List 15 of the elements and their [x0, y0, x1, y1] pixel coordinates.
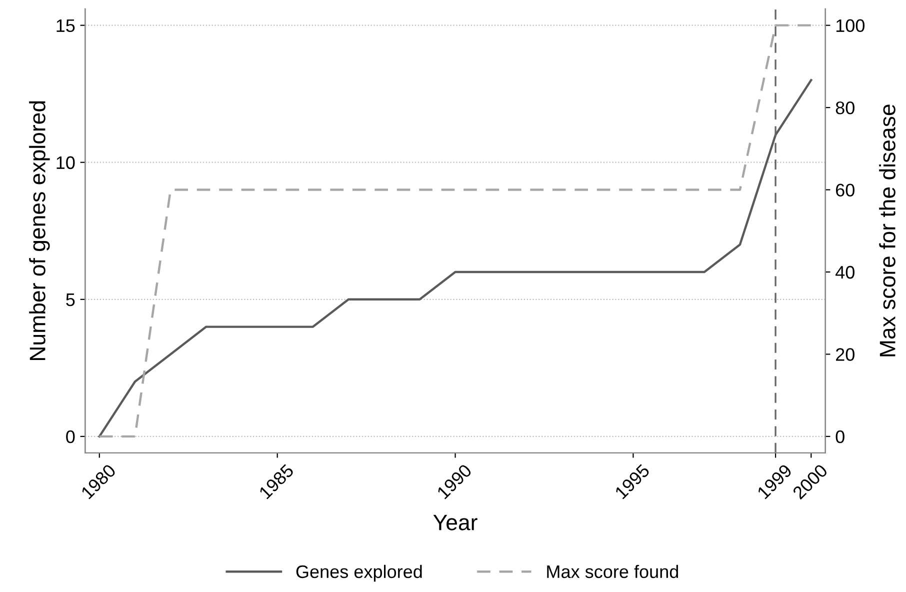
- y-tick-label: 5: [66, 294, 75, 306]
- y2-tick-label: 40: [836, 266, 854, 279]
- y2-tick-label: 0: [836, 430, 844, 444]
- y2-axis-title: Max score for the disease: [879, 104, 896, 356]
- y2-tick-label: 80: [836, 101, 854, 114]
- y-tick-label: 0: [66, 430, 75, 444]
- x-axis-title: Year: [433, 514, 478, 530]
- y2-tick-label: 60: [836, 184, 854, 196]
- y2-tick-label: 20: [836, 348, 854, 361]
- legend-label: Max score found: [547, 564, 678, 578]
- y-tick-label: 10: [56, 156, 75, 170]
- legend-label: Genes explored: [296, 564, 422, 582]
- y-tick-label: 15: [56, 19, 75, 32]
- y2-tick-label: 100: [836, 19, 865, 32]
- y-axis-title: Number of genes explored: [29, 101, 50, 360]
